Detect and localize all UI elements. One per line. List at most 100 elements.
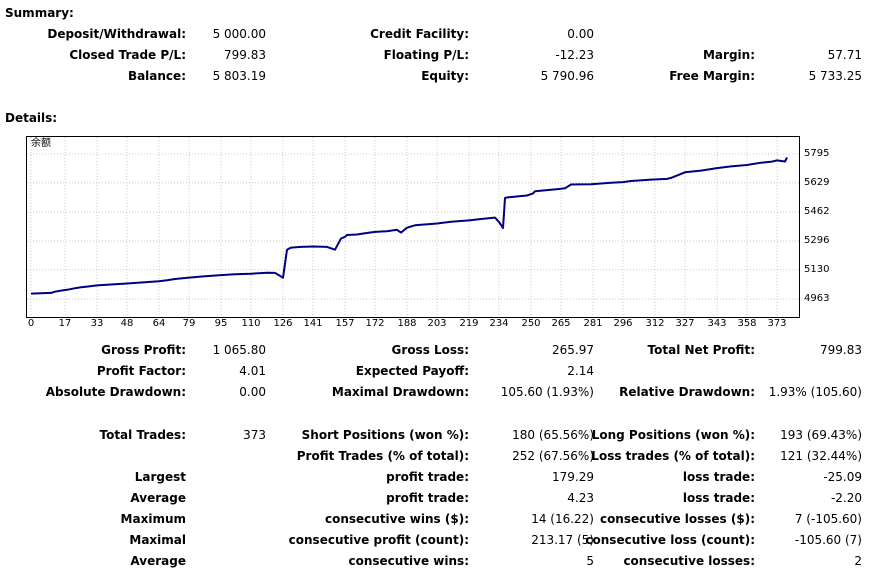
maximal-label: Maximal xyxy=(129,533,186,547)
average-label: Average xyxy=(130,491,186,505)
average-consecutive-label: Average xyxy=(130,554,186,568)
maximal-consecutive-profit-label: consecutive profit (count): xyxy=(288,533,469,547)
maximum-label: Maximum xyxy=(120,512,186,526)
x-tick-label: 79 xyxy=(182,318,196,329)
x-tick-label: 64 xyxy=(152,318,166,329)
maximal-consecutive-loss-label: consecutive loss (count): xyxy=(585,533,755,547)
floating-pl-label: Floating P/L: xyxy=(383,48,469,62)
deposit-value: 5 000.00 xyxy=(212,27,266,41)
total-trades-value: 373 xyxy=(243,428,266,442)
y-tick-label: 5296 xyxy=(804,234,830,246)
largest-profit-value: 179.29 xyxy=(552,470,594,484)
profit-trades-value: 252 (67.56%) xyxy=(512,449,594,463)
equity-label: Equity: xyxy=(421,69,469,83)
closed-pl-value: 799.83 xyxy=(224,48,266,62)
profit-factor-label: Profit Factor: xyxy=(96,364,186,378)
y-tick-label: 5462 xyxy=(804,206,830,218)
balance-chart-svg xyxy=(27,137,799,317)
x-tick-label: 234 xyxy=(489,318,509,329)
x-tick-label: 327 xyxy=(675,318,695,329)
x-tick-label: 312 xyxy=(645,318,665,329)
balance-value: 5 803.19 xyxy=(212,69,266,83)
long-positions-label: Long Positions (won %): xyxy=(591,428,755,442)
summary-heading: Summary: xyxy=(5,6,74,20)
avg-consecutive-wins-value: 5 xyxy=(586,554,594,568)
net-profit-label: Total Net Profit: xyxy=(647,343,755,357)
absolute-drawdown-label: Absolute Drawdown: xyxy=(45,385,186,399)
margin-value: 57.71 xyxy=(827,48,862,62)
average-profit-value: 4.23 xyxy=(567,491,594,505)
x-tick-label: 17 xyxy=(58,318,72,329)
max-consecutive-losses-value: 7 (-105.60) xyxy=(794,512,862,526)
y-tick-label: 5629 xyxy=(804,176,830,188)
gross-loss-label: Gross Loss: xyxy=(391,343,469,357)
x-tick-label: 203 xyxy=(427,318,447,329)
largest-loss-label: loss trade: xyxy=(682,470,755,484)
max-consecutive-wins-label: consecutive wins ($): xyxy=(324,512,469,526)
x-tick-label: 141 xyxy=(303,318,323,329)
average-loss-value: -2.20 xyxy=(830,491,862,505)
x-tick-label: 188 xyxy=(397,318,417,329)
gross-profit-label: Gross Profit: xyxy=(101,343,186,357)
largest-profit-label: profit trade: xyxy=(386,470,469,484)
x-tick-label: 219 xyxy=(459,318,479,329)
x-tick-label: 281 xyxy=(583,318,603,329)
profit-factor-value: 4.01 xyxy=(239,364,266,378)
avg-consecutive-losses-value: 2 xyxy=(854,554,862,568)
margin-label: Margin: xyxy=(702,48,755,62)
y-tick-label: 5795 xyxy=(804,148,830,159)
expected-payoff-value: 2.14 xyxy=(567,364,594,378)
x-tick-label: 33 xyxy=(90,318,104,329)
x-tick-label: 126 xyxy=(273,318,293,329)
chart-title: 余额 xyxy=(31,138,51,149)
free-margin-label: Free Margin: xyxy=(669,69,755,83)
short-positions-label: Short Positions (won %): xyxy=(301,428,469,442)
avg-consecutive-losses-label: consecutive losses: xyxy=(623,554,755,568)
largest-label: Largest xyxy=(134,470,186,484)
maximal-drawdown-label: Maximal Drawdown: xyxy=(331,385,469,399)
max-consecutive-wins-value: 14 (16.22) xyxy=(531,512,594,526)
x-tick-label: 373 xyxy=(767,318,787,329)
x-tick-label: 110 xyxy=(241,318,261,329)
y-tick-label: 5130 xyxy=(804,263,830,275)
profit-trades-label: Profit Trades (% of total): xyxy=(296,449,469,463)
absolute-drawdown-value: 0.00 xyxy=(239,385,266,399)
deposit-label: Deposit/Withdrawal: xyxy=(47,27,186,41)
balance-chart xyxy=(26,136,800,318)
relative-drawdown-label: Relative Drawdown: xyxy=(619,385,755,399)
x-tick-label: 172 xyxy=(365,318,385,329)
maximal-consecutive-profit-value: 213.17 (5) xyxy=(531,533,594,547)
maximal-drawdown-value: 105.60 (1.93%) xyxy=(500,385,594,399)
short-positions-value: 180 (65.56%) xyxy=(512,428,594,442)
x-tick-label: 343 xyxy=(707,318,727,329)
largest-loss-value: -25.09 xyxy=(823,470,862,484)
balance-label: Balance: xyxy=(127,69,186,83)
x-tick-label: 358 xyxy=(737,318,757,329)
closed-pl-label: Closed Trade P/L: xyxy=(69,48,186,62)
x-tick-label: 157 xyxy=(335,318,355,329)
x-tick-label: 48 xyxy=(120,318,134,329)
free-margin-value: 5 733.25 xyxy=(808,69,862,83)
relative-drawdown-value: 1.93% (105.60) xyxy=(768,385,862,399)
gross-profit-value: 1 065.80 xyxy=(212,343,266,357)
expected-payoff-label: Expected Payoff: xyxy=(355,364,469,378)
total-trades-label: Total Trades: xyxy=(99,428,186,442)
balance-line xyxy=(30,157,788,295)
details-heading: Details: xyxy=(5,111,58,125)
average-loss-label: loss trade: xyxy=(682,491,755,505)
long-positions-value: 193 (69.43%) xyxy=(780,428,862,442)
average-profit-label: profit trade: xyxy=(386,491,469,505)
maximal-consecutive-loss-value: -105.60 (7) xyxy=(794,533,862,547)
x-tick-label: 95 xyxy=(214,318,228,329)
credit-label: Credit Facility: xyxy=(370,27,469,41)
credit-value: 0.00 xyxy=(567,27,594,41)
net-profit-value: 799.83 xyxy=(820,343,862,357)
equity-value: 5 790.96 xyxy=(540,69,594,83)
loss-trades-label: Loss trades (% of total): xyxy=(591,449,755,463)
x-tick-label: 0 xyxy=(27,318,35,329)
floating-pl-value: -12.23 xyxy=(555,48,594,62)
gross-loss-value: 265.97 xyxy=(552,343,594,357)
x-tick-label: 265 xyxy=(551,318,571,329)
x-tick-label: 296 xyxy=(613,318,633,329)
avg-consecutive-wins-label: consecutive wins: xyxy=(348,554,469,568)
